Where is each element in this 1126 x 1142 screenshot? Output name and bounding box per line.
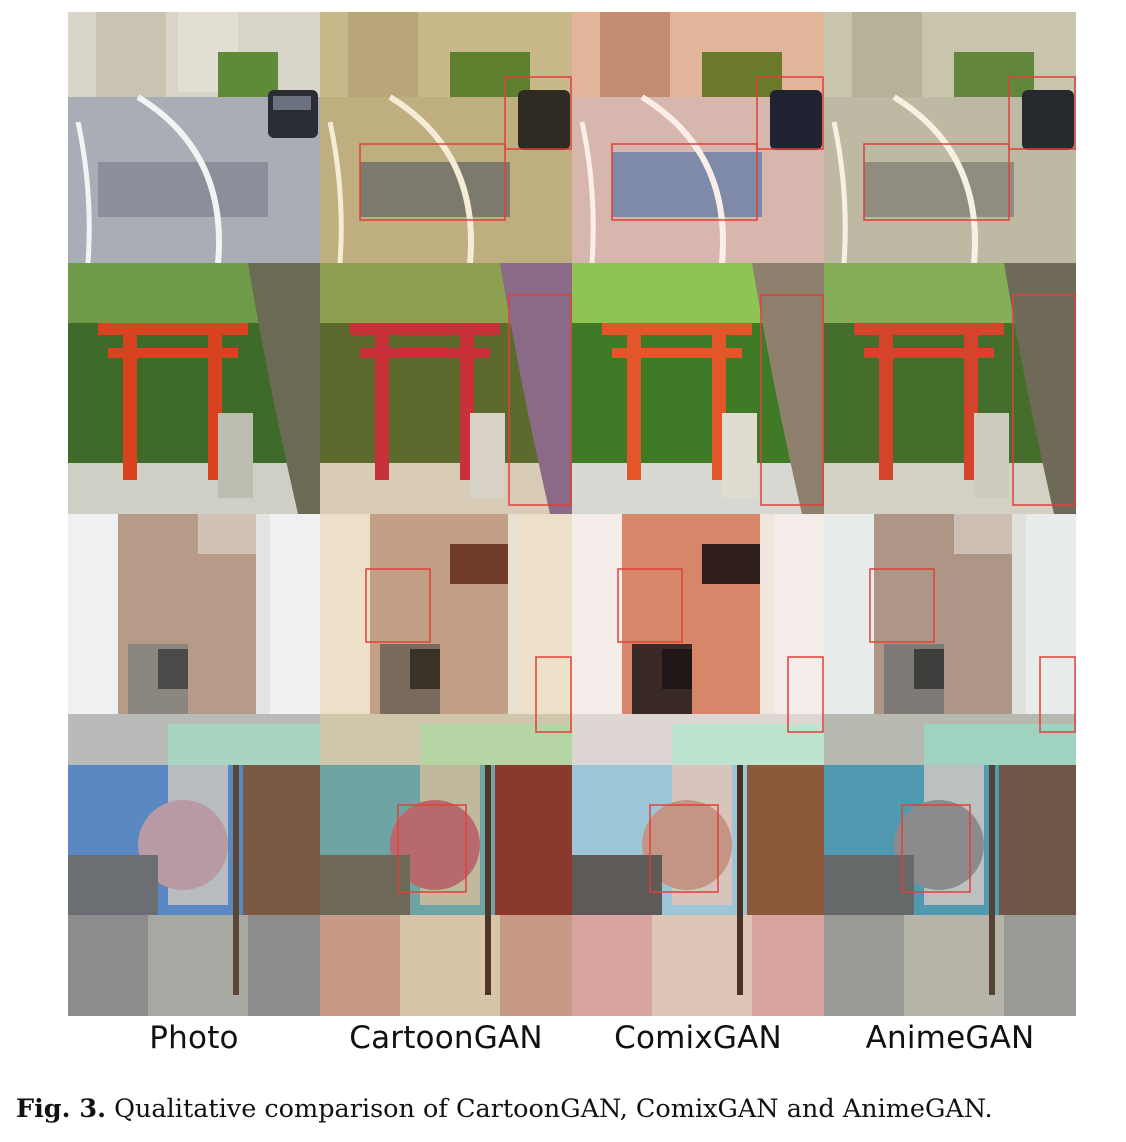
comparison-image-grid: [68, 12, 1076, 1016]
avenue-comixgan: [572, 765, 824, 1016]
torii-photo: [68, 263, 320, 514]
building-comixgan: [572, 514, 824, 765]
torii-comixgan: [572, 263, 824, 514]
building-animegan: [824, 514, 1076, 765]
building-photo: [68, 514, 320, 765]
street-comixgan: [572, 12, 824, 263]
column-labels: Photo CartoonGAN ComixGAN AnimeGAN: [68, 1020, 1076, 1056]
building-cartoongan: [320, 514, 572, 765]
torii-animegan: [824, 263, 1076, 514]
avenue-photo: [68, 765, 320, 1016]
column-label-cartoongan: CartoonGAN: [349, 1020, 543, 1056]
torii-cartoongan: [320, 263, 572, 514]
figure-caption-text: Qualitative comparison of CartoonGAN, Co…: [106, 1094, 993, 1124]
street-animegan: [824, 12, 1076, 263]
figure-caption: Fig. 3. Qualitative comparison of Cartoo…: [16, 1094, 1116, 1124]
avenue-cartoongan: [320, 765, 572, 1016]
column-label-animegan: AnimeGAN: [865, 1020, 1035, 1056]
column-label-photo: Photo: [149, 1020, 239, 1056]
street-cartoongan: [320, 12, 572, 263]
street-photo: [68, 12, 320, 263]
figure-label: Fig. 3.: [16, 1094, 106, 1124]
avenue-animegan: [824, 765, 1076, 1016]
column-label-comixgan: ComixGAN: [614, 1020, 782, 1056]
